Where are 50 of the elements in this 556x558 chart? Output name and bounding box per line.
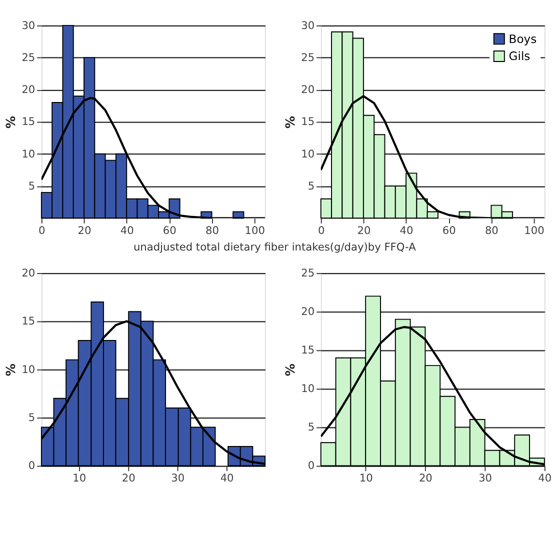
y-tick-label: 15 (22, 316, 36, 328)
x-tick-label: 80 (206, 225, 220, 238)
x-tick-label: 30 (171, 472, 185, 485)
y-tick-label: 15 (22, 116, 36, 128)
x-tick-label: 0 (38, 225, 46, 238)
y-tick-label: 0 (308, 460, 315, 472)
y-tick-label: 5 (308, 180, 315, 192)
y-tick-label: 30 (301, 20, 315, 32)
x-axis-title: unadjusted total dietary fiber intakes(g/day)by FFQ-A (133, 241, 417, 254)
x-tick-label: 100 (524, 225, 545, 238)
x-tick-label: 30 (478, 472, 492, 485)
x-tick-label: 10 (359, 472, 374, 485)
y-axis-title: % (282, 363, 298, 376)
x-tick-label: 60 (162, 225, 177, 238)
y-tick-label: 0 (28, 460, 36, 472)
x-tick-label: 20 (357, 225, 371, 238)
x-tick-label: 40 (120, 225, 134, 238)
y-tick-label: 20 (22, 267, 36, 280)
y-tick-label: 25 (301, 52, 315, 64)
x-tick-label: 100 (244, 225, 266, 238)
y-tick-label: 15 (301, 344, 315, 357)
y-axis-title: % (2, 116, 18, 129)
x-tick-label: 80 (484, 225, 499, 238)
text: Gils (508, 49, 530, 64)
x-tick-label: 10 (72, 472, 86, 485)
y-tick-label: 5 (28, 180, 36, 192)
x-tick-label: 60 (442, 225, 456, 238)
y-tick-label: 5 (28, 412, 36, 424)
y-tick-label: 25 (301, 267, 315, 280)
y-axis-title: % (2, 363, 18, 376)
y-tick-label: 20 (301, 84, 315, 96)
y-tick-label: 10 (301, 148, 315, 160)
x-tick-label: 0 (318, 225, 325, 238)
x-tick-label: 40 (220, 472, 234, 485)
y-tick-label: 25 (22, 52, 36, 64)
x-tick-label: 20 (78, 225, 92, 238)
y-axis-title: % (282, 116, 298, 129)
x-tick-label: 40 (538, 472, 552, 485)
x-tick-label: 20 (418, 472, 433, 485)
y-tick-label: 15 (301, 116, 315, 128)
x-tick-label: 20 (122, 472, 136, 485)
x-tick-label: 40 (400, 225, 414, 238)
legend-label: Boys (508, 32, 537, 46)
y-tick-label: 20 (301, 306, 315, 318)
y-tick-label: 10 (22, 364, 36, 376)
y-tick-label: 10 (22, 148, 36, 160)
y-tick-label: 30 (22, 20, 36, 32)
y-tick-label: 20 (22, 84, 36, 96)
y-tick-label: 10 (301, 383, 315, 396)
y-tick-label: 5 (308, 422, 315, 434)
